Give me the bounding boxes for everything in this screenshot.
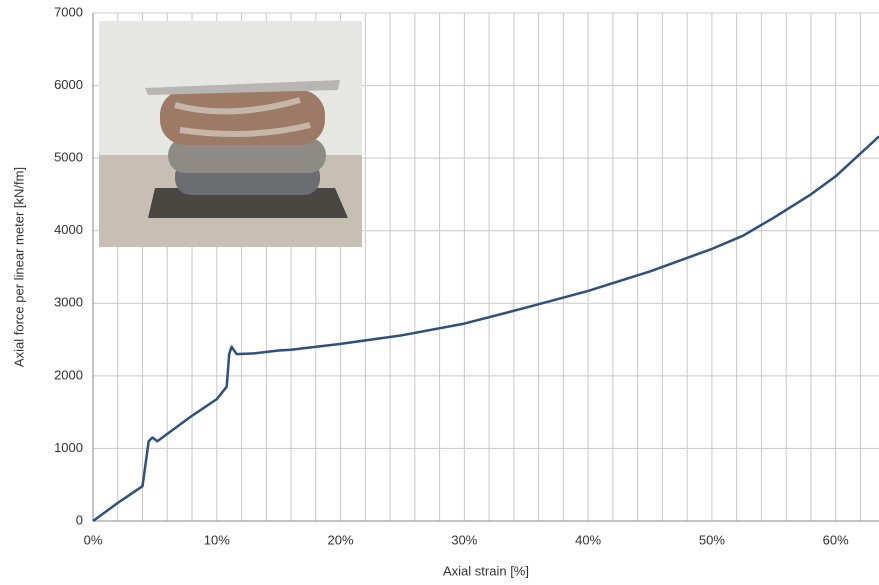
x-tick-label: 10% bbox=[204, 532, 230, 547]
y-axis-title: Axial force per linear meter [kN/fm] bbox=[11, 167, 26, 367]
y-tick-label: 7000 bbox=[54, 4, 83, 19]
y-tick-label: 1000 bbox=[54, 440, 83, 455]
x-tick-label: 40% bbox=[575, 532, 601, 547]
y-tick-label: 0 bbox=[76, 512, 83, 527]
y-tick-label: 4000 bbox=[54, 222, 83, 237]
x-tick-label: 50% bbox=[699, 532, 725, 547]
x-tick-label: 0% bbox=[84, 532, 103, 547]
data-line bbox=[92, 135, 879, 523]
inset-photo bbox=[99, 21, 362, 247]
y-tick-label: 6000 bbox=[54, 77, 83, 92]
x-tick-label: 30% bbox=[451, 532, 477, 547]
y-tick-label: 3000 bbox=[54, 295, 83, 310]
x-tick-label: 60% bbox=[823, 532, 849, 547]
x-axis-title: Axial strain [%] bbox=[443, 563, 529, 578]
x-tick-label: 20% bbox=[328, 532, 354, 547]
y-tick-label: 2000 bbox=[54, 367, 83, 382]
y-tick-label: 5000 bbox=[54, 150, 83, 165]
